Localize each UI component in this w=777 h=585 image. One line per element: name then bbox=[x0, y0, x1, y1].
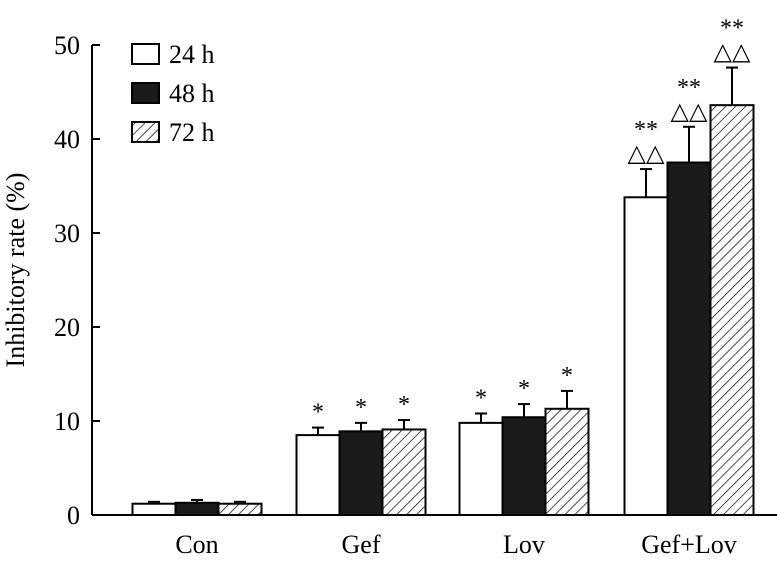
bar bbox=[219, 504, 262, 515]
x-tick-label: Lov bbox=[503, 530, 545, 559]
bar bbox=[297, 435, 340, 515]
significance-marker: ** bbox=[634, 117, 658, 143]
significance-marker: △△ bbox=[714, 40, 751, 66]
y-axis-label: Inhibitory rate (%) bbox=[1, 173, 30, 368]
legend-swatch bbox=[132, 122, 159, 142]
bar bbox=[625, 197, 668, 515]
legend-label: 48 h bbox=[169, 79, 215, 108]
significance-marker: △△ bbox=[671, 99, 708, 125]
bar bbox=[133, 504, 176, 515]
significance-marker: * bbox=[475, 385, 487, 411]
legend-label: 24 h bbox=[169, 40, 215, 69]
legend-label: 72 h bbox=[169, 118, 215, 147]
y-tick-label: 0 bbox=[67, 501, 80, 530]
y-tick-label: 20 bbox=[54, 313, 80, 342]
x-tick-label: Gef+Lov bbox=[641, 530, 737, 559]
y-tick-label: 30 bbox=[54, 219, 80, 248]
significance-marker: * bbox=[355, 395, 367, 421]
y-tick-label: 10 bbox=[54, 407, 80, 436]
significance-marker: * bbox=[398, 392, 410, 418]
legend-swatch bbox=[132, 83, 159, 103]
bar bbox=[503, 417, 546, 515]
bar bbox=[711, 105, 754, 515]
significance-marker: ** bbox=[720, 16, 744, 42]
bar bbox=[460, 423, 503, 515]
significance-marker: * bbox=[518, 376, 530, 402]
significance-marker: * bbox=[561, 363, 573, 389]
x-tick-label: Gef bbox=[342, 530, 381, 559]
x-tick-label: Con bbox=[175, 530, 218, 559]
significance-marker: △△ bbox=[628, 141, 665, 167]
bar bbox=[383, 429, 426, 515]
y-tick-label: 40 bbox=[54, 125, 80, 154]
significance-marker: ** bbox=[677, 75, 701, 101]
legend-swatch bbox=[132, 44, 159, 64]
bar bbox=[668, 163, 711, 516]
y-tick-label: 50 bbox=[54, 31, 80, 60]
bar bbox=[340, 431, 383, 515]
bar bbox=[176, 503, 219, 515]
bar bbox=[546, 409, 589, 515]
bar-chart: Inhibitory rate (%) 01020304050Con Gef* * *… bbox=[0, 0, 777, 585]
legend: 24 h 48 h 72 h bbox=[132, 40, 215, 147]
significance-marker: * bbox=[312, 400, 324, 426]
